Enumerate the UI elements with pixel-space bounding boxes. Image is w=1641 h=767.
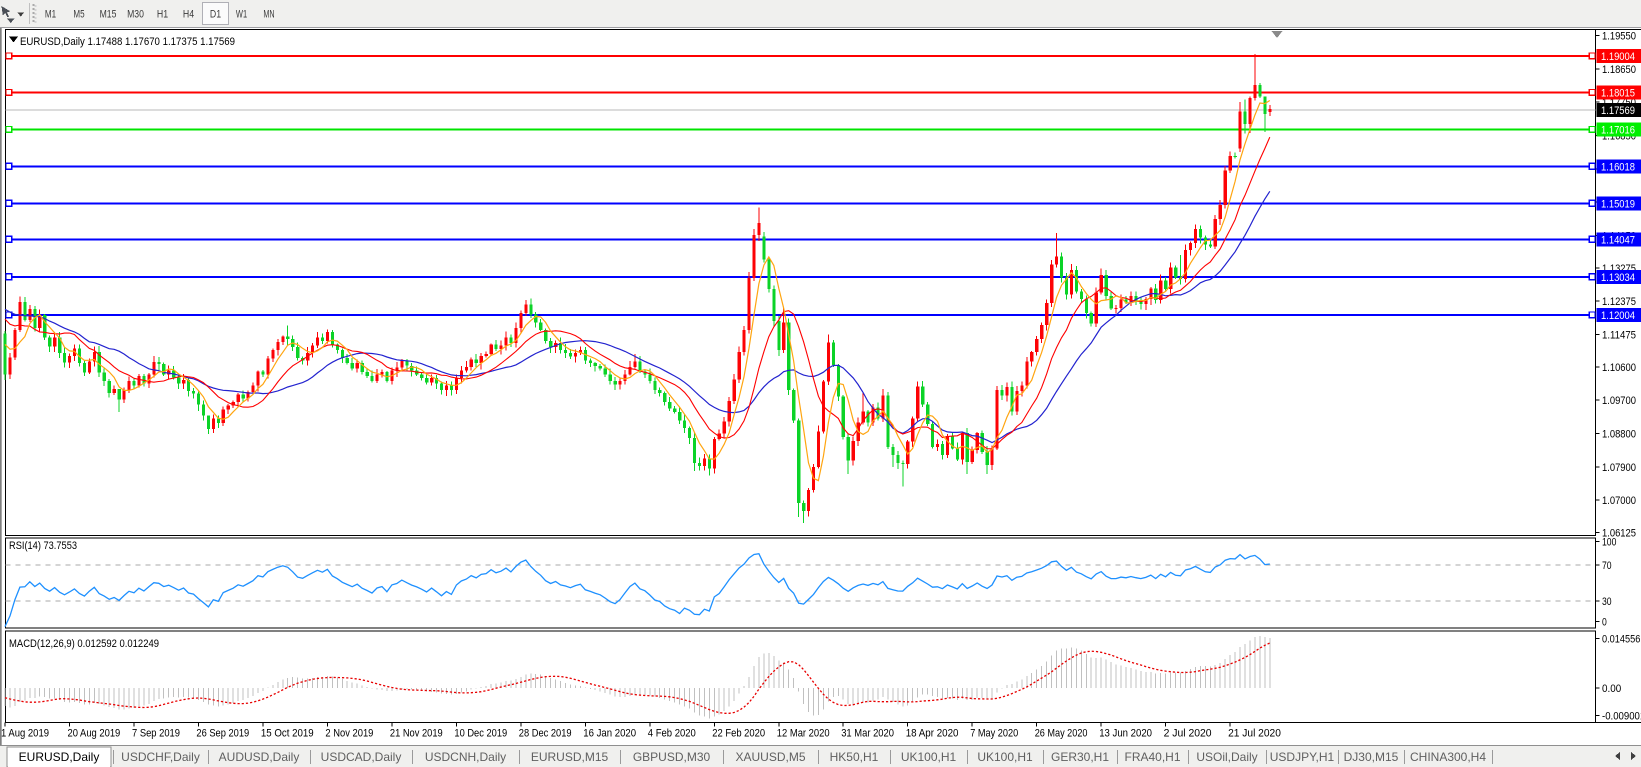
svg-text:26 May 2020: 26 May 2020 [1035,728,1088,740]
svg-text:MN: MN [263,9,274,21]
svg-text:1.19550: 1.19550 [1602,31,1636,43]
svg-text:W1: W1 [236,9,247,21]
svg-text:HK50,H1: HK50,H1 [830,750,879,764]
svg-text:CHINA300,H4: CHINA300,H4 [1410,750,1486,764]
svg-text:-0.009001: -0.009001 [1602,711,1641,723]
svg-text:M30: M30 [127,9,144,21]
svg-text:USOil,Daily: USOil,Daily [1196,750,1257,764]
svg-text:0: 0 [1602,617,1607,629]
svg-text:M1: M1 [45,9,56,21]
svg-text:16 Jan 2020: 16 Jan 2020 [583,728,636,740]
svg-text:28 Dec 2019: 28 Dec 2019 [519,728,572,740]
svg-text:1.10600: 1.10600 [1602,362,1636,374]
svg-text:USDCAD,Daily: USDCAD,Daily [321,750,402,764]
svg-text:1.08800: 1.08800 [1602,429,1636,441]
svg-text:2 Jul 2020: 2 Jul 2020 [1164,728,1212,740]
svg-text:USDCHF,Daily: USDCHF,Daily [121,750,200,764]
svg-text:21 Nov 2019: 21 Nov 2019 [390,728,443,740]
svg-text:1.17016: 1.17016 [1601,124,1635,136]
svg-text:RSI(14) 73.7553: RSI(14) 73.7553 [9,540,77,552]
svg-text:18 Apr 2020: 18 Apr 2020 [906,728,959,740]
svg-text:1.09700: 1.09700 [1602,395,1636,407]
svg-text:1.11475: 1.11475 [1602,330,1636,342]
svg-text:1.14047: 1.14047 [1601,234,1635,246]
svg-text:1.15019: 1.15019 [1601,198,1635,210]
svg-text:1.18650: 1.18650 [1602,64,1636,76]
svg-text:XAUUSD,M5: XAUUSD,M5 [735,750,805,764]
svg-text:21 Jul 2020: 21 Jul 2020 [1228,728,1281,740]
svg-text:26 Sep 2019: 26 Sep 2019 [196,728,249,740]
svg-text:1.12004: 1.12004 [1601,310,1635,322]
svg-text:15 Oct 2019: 15 Oct 2019 [261,728,314,740]
svg-text:7 May 2020: 7 May 2020 [970,728,1018,740]
svg-text:1.17569: 1.17569 [1601,105,1635,117]
svg-text:GER30,H1: GER30,H1 [1051,750,1109,764]
svg-text:4 Feb 2020: 4 Feb 2020 [648,728,696,740]
svg-text:USDJPY,H1: USDJPY,H1 [1270,750,1335,764]
svg-text:1.18015: 1.18015 [1601,87,1635,99]
svg-text:D1: D1 [210,9,221,21]
svg-text:30: 30 [1602,596,1612,608]
svg-text:31 Mar 2020: 31 Mar 2020 [841,728,894,740]
svg-text:DJ30,M15: DJ30,M15 [1344,750,1399,764]
svg-text:FRA40,H1: FRA40,H1 [1124,750,1180,764]
svg-text:H1: H1 [157,9,168,21]
svg-text:0.00: 0.00 [1602,683,1621,695]
svg-text:M5: M5 [73,9,84,21]
svg-text:1.16018: 1.16018 [1601,161,1635,173]
svg-text:GBPUSD,M30: GBPUSD,M30 [633,750,711,764]
svg-text:EURUSD,Daily: EURUSD,Daily [19,750,100,764]
svg-text:12 Mar 2020: 12 Mar 2020 [777,728,830,740]
svg-text:70: 70 [1602,560,1612,572]
svg-text:1.06125: 1.06125 [1602,528,1636,540]
svg-text:AUDUSD,Daily: AUDUSD,Daily [219,750,300,764]
svg-text:1.12375: 1.12375 [1602,296,1636,308]
svg-text:EURUSD,Daily 1.17488 1.17670: EURUSD,Daily 1.17488 1.17670 1.17375 1.1… [20,36,235,48]
svg-text:13 Jun 2020: 13 Jun 2020 [1099,728,1152,740]
svg-text:1 Aug 2019: 1 Aug 2019 [1,728,49,740]
svg-text:20 Aug 2019: 20 Aug 2019 [68,728,121,740]
svg-text:EURUSD,M15: EURUSD,M15 [531,750,609,764]
svg-text:USDCNH,Daily: USDCNH,Daily [425,750,506,764]
svg-text:100: 100 [1602,537,1616,549]
svg-text:1.07900: 1.07900 [1602,462,1636,474]
svg-text:1.19004: 1.19004 [1601,51,1635,63]
svg-text:UK100,H1: UK100,H1 [901,750,957,764]
svg-text:M15: M15 [100,9,117,21]
svg-text:10 Dec 2019: 10 Dec 2019 [454,728,507,740]
svg-text:1.13034: 1.13034 [1601,272,1635,284]
svg-text:2 Nov 2019: 2 Nov 2019 [325,728,373,740]
svg-text:0.014556: 0.014556 [1602,634,1640,646]
svg-text:22 Feb 2020: 22 Feb 2020 [712,728,765,740]
svg-text:7 Sep 2019: 7 Sep 2019 [132,728,180,740]
svg-text:UK100,H1: UK100,H1 [977,750,1033,764]
svg-text:1.07000: 1.07000 [1602,495,1636,507]
svg-text:MACD(12,26,9) 0.012592 0.01224: MACD(12,26,9) 0.012592 0.012249 [9,638,159,650]
svg-text:H4: H4 [183,9,194,21]
